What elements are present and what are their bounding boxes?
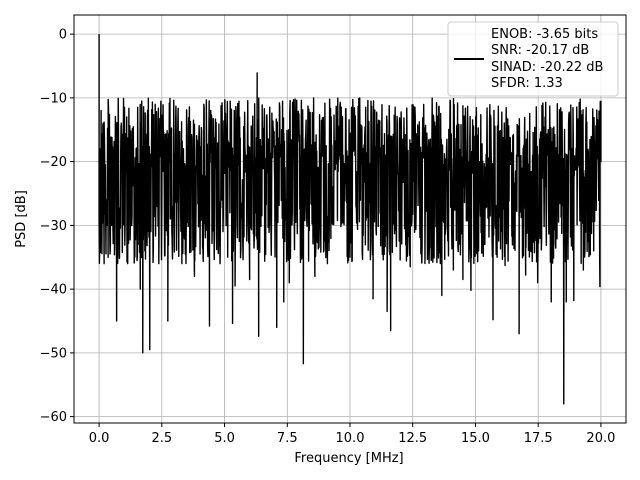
x-tick-label: 10.0: [336, 431, 365, 446]
x-tick-label: 20.0: [586, 431, 615, 446]
y-axis-label: PSD [dB]: [14, 190, 29, 248]
legend-sfdr: SFDR: 1.33: [491, 76, 563, 91]
y-tick-label: −60: [40, 410, 67, 425]
y-tick-label: 0: [59, 28, 67, 43]
x-axis-ticks: 0.0 2.5 5.0 7.5 10.0 12.5 15.0 17.5 20.0: [89, 423, 615, 446]
legend-enob: ENOB: -3.65 bits: [491, 27, 598, 42]
x-tick-label: 0.0: [89, 431, 110, 446]
y-tick-label: −10: [40, 91, 67, 106]
y-tick-label: −40: [40, 283, 67, 298]
x-tick-label: 12.5: [398, 431, 427, 446]
psd-series: [98, 34, 602, 405]
x-tick-label: 2.5: [151, 431, 172, 446]
legend-snr: SNR: -20.17 dB: [491, 43, 589, 58]
x-tick-label: 7.5: [277, 431, 298, 446]
y-tick-label: −50: [40, 346, 67, 361]
y-tick-label: −20: [40, 155, 67, 170]
legend-sinad: SINAD: -20.22 dB: [491, 60, 603, 75]
legend-box: [447, 21, 619, 97]
psd-trace-line: [98, 34, 602, 405]
legend: ENOB: -3.65 bits SNR: -20.17 dB SINAD: -…: [447, 21, 619, 97]
y-axis-ticks: 0 −10 −20 −30 −40 −50 −60: [40, 28, 74, 425]
x-axis-label: Frequency [MHz]: [294, 451, 403, 466]
y-tick-label: −30: [40, 219, 67, 234]
x-tick-label: 15.0: [461, 431, 490, 446]
x-tick-label: 5.0: [214, 431, 235, 446]
x-tick-label: 17.5: [524, 431, 553, 446]
